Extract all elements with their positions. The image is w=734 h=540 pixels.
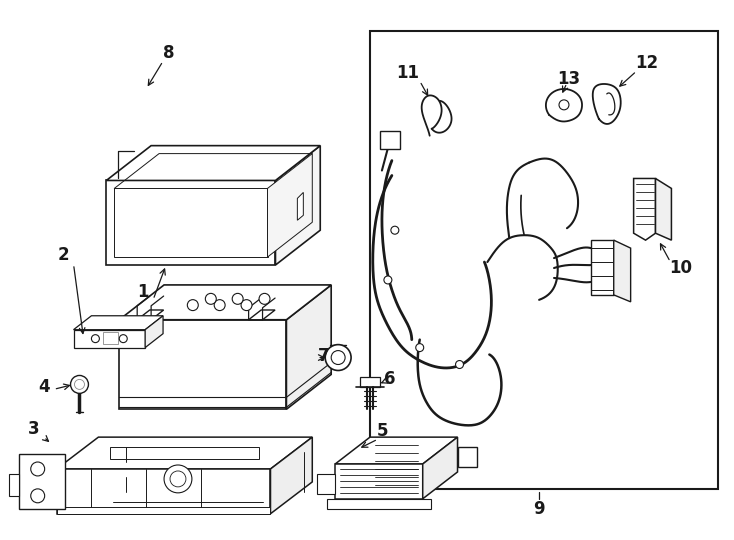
Circle shape bbox=[259, 293, 270, 305]
Circle shape bbox=[214, 300, 225, 310]
Polygon shape bbox=[327, 499, 431, 509]
Circle shape bbox=[232, 293, 243, 305]
Polygon shape bbox=[360, 377, 380, 387]
Polygon shape bbox=[73, 330, 145, 348]
Circle shape bbox=[164, 465, 192, 493]
Circle shape bbox=[391, 226, 399, 234]
Text: 12: 12 bbox=[635, 54, 658, 72]
Polygon shape bbox=[380, 131, 400, 149]
Text: 8: 8 bbox=[163, 44, 175, 62]
Polygon shape bbox=[317, 474, 335, 494]
Polygon shape bbox=[57, 469, 271, 514]
Polygon shape bbox=[655, 179, 672, 240]
Bar bbox=[370, 31, 718, 489]
Polygon shape bbox=[297, 192, 303, 220]
Polygon shape bbox=[286, 285, 331, 409]
Text: 7: 7 bbox=[317, 347, 329, 364]
Polygon shape bbox=[106, 146, 320, 180]
Polygon shape bbox=[110, 447, 258, 459]
Circle shape bbox=[384, 276, 392, 284]
Polygon shape bbox=[103, 332, 118, 343]
Text: 6: 6 bbox=[384, 370, 396, 388]
Polygon shape bbox=[423, 437, 457, 499]
Polygon shape bbox=[106, 180, 275, 265]
Polygon shape bbox=[57, 437, 312, 469]
Polygon shape bbox=[9, 474, 19, 496]
Polygon shape bbox=[73, 316, 163, 330]
Text: 2: 2 bbox=[58, 246, 70, 264]
Polygon shape bbox=[457, 447, 477, 467]
Polygon shape bbox=[614, 240, 631, 302]
Circle shape bbox=[241, 300, 252, 310]
Circle shape bbox=[170, 471, 186, 487]
Polygon shape bbox=[145, 316, 163, 348]
Polygon shape bbox=[115, 188, 267, 257]
Text: 3: 3 bbox=[28, 420, 40, 438]
Polygon shape bbox=[57, 507, 271, 514]
Polygon shape bbox=[335, 464, 423, 499]
Circle shape bbox=[331, 350, 345, 365]
Circle shape bbox=[70, 375, 88, 393]
Circle shape bbox=[92, 335, 99, 342]
Circle shape bbox=[75, 380, 84, 389]
Polygon shape bbox=[271, 437, 312, 514]
Circle shape bbox=[325, 345, 351, 370]
Text: 10: 10 bbox=[669, 259, 692, 277]
Text: 11: 11 bbox=[396, 64, 419, 82]
Polygon shape bbox=[633, 179, 655, 240]
Circle shape bbox=[120, 335, 127, 342]
Circle shape bbox=[31, 462, 45, 476]
Text: 1: 1 bbox=[137, 283, 149, 301]
Text: 9: 9 bbox=[534, 500, 545, 518]
Polygon shape bbox=[120, 320, 286, 409]
Polygon shape bbox=[267, 153, 312, 257]
Polygon shape bbox=[275, 146, 320, 265]
Text: 5: 5 bbox=[377, 422, 389, 440]
Circle shape bbox=[187, 300, 198, 310]
Polygon shape bbox=[19, 454, 65, 509]
Polygon shape bbox=[335, 437, 457, 464]
Circle shape bbox=[415, 343, 424, 352]
Circle shape bbox=[31, 489, 45, 503]
Text: 4: 4 bbox=[38, 379, 49, 396]
Circle shape bbox=[206, 293, 217, 305]
Text: 13: 13 bbox=[557, 70, 581, 88]
Circle shape bbox=[559, 100, 569, 110]
Polygon shape bbox=[249, 310, 275, 320]
Polygon shape bbox=[137, 310, 164, 320]
Circle shape bbox=[456, 361, 463, 368]
Polygon shape bbox=[120, 285, 331, 320]
Polygon shape bbox=[591, 240, 614, 295]
